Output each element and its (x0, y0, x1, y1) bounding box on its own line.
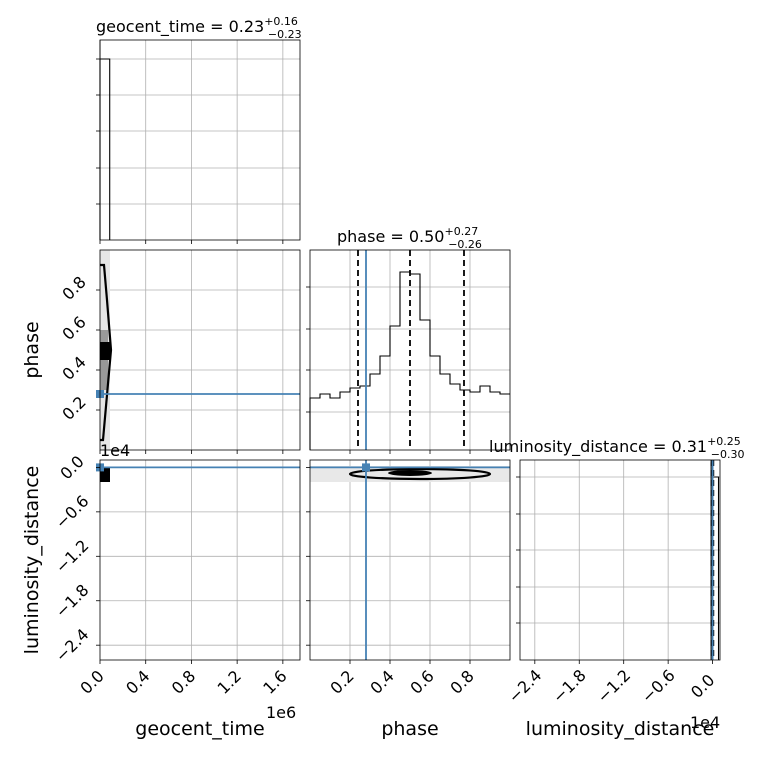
x-tick-label: 0.6 (406, 666, 437, 697)
title-luminosity_distance: luminosity_distance = 0.31+0.25 −0.30 (489, 435, 745, 461)
y-tick-label: −2.4 (52, 625, 93, 666)
panel-1-1 (306, 249, 511, 454)
density-core (100, 468, 110, 482)
y-tick-label: 0.6 (58, 312, 89, 343)
title-plus: +0.16 (264, 15, 298, 28)
x-tick-label: 0.4 (366, 666, 397, 697)
panel-2-0: 0.0−0.6−1.2−1.8−2.40.0 0.4 0.8 1.2 1.6 (52, 452, 301, 698)
y-axis-label: phase (21, 321, 43, 378)
x-tick-label: 0.8 (168, 666, 199, 697)
y-tick-label: −0.6 (52, 492, 93, 533)
density-core (388, 470, 432, 476)
x-axis-label: geocent_time (135, 718, 264, 740)
y-tick-label: 0.2 (58, 392, 89, 423)
x-tick-label: −1.2 (593, 666, 634, 707)
density-contour (100, 263, 113, 442)
x-axis-label: phase (381, 718, 438, 740)
offset-label: 1e4 (690, 713, 720, 732)
density-core (100, 342, 110, 360)
density-group (100, 466, 300, 482)
offset-label: 1e4 (100, 441, 130, 460)
panel-frame (309, 459, 511, 661)
y-tick-label: −1.8 (52, 580, 93, 621)
panel-frame (99, 39, 301, 241)
panel-frame (519, 459, 721, 661)
panel-frame (99, 459, 301, 661)
x-tick-label: −2.4 (504, 666, 545, 707)
density-contour (348, 467, 492, 481)
y-tick-label: 0.4 (58, 352, 89, 383)
panel-1-0: 0.2 0.4 0.6 0.8 (58, 249, 301, 454)
y-axis-label: luminosity_distance (21, 466, 43, 655)
density-group (100, 250, 300, 450)
x-tick-label: 0.4 (122, 666, 153, 697)
title-minus: −0.26 (448, 238, 482, 251)
x-tick-label: 0.8 (446, 666, 477, 697)
title-plus: +0.27 (444, 225, 478, 238)
title-minus: −0.30 (711, 448, 745, 461)
x-axis-label: luminosity_distance (526, 718, 715, 740)
x-tick-label: 1.6 (259, 666, 290, 697)
x-tick-label: 1.2 (214, 666, 245, 697)
title-phase: phase = 0.50+0.27 −0.26 (337, 225, 482, 251)
x-tick-label: 0.2 (326, 666, 357, 697)
y-tick-label: −1.2 (52, 536, 93, 577)
panel-frame (99, 249, 301, 451)
title-minus: −0.23 (268, 28, 302, 41)
title-geocent_time: geocent_time = 0.23+0.16 −0.23 (96, 15, 302, 41)
offset-label: 1e6 (266, 703, 296, 722)
panel-2-2: −2.4 −1.8 −1.2 −0.6 0.0 (504, 459, 721, 707)
truth-point (362, 463, 370, 472)
geocent-hist-bar (99, 58, 111, 240)
x-tick-label: −0.6 (638, 666, 679, 707)
panel-frame (309, 249, 511, 451)
density-group (310, 460, 510, 660)
title-plus: +0.25 (707, 435, 741, 448)
x-tick-label: 0.0 (76, 666, 107, 697)
panel-0-0 (96, 39, 301, 244)
y-tick-label: 0.0 (56, 452, 87, 483)
panel-2-1: 0.2 0.4 0.6 0.8 (306, 459, 511, 698)
x-tick-label: 0.0 (687, 670, 718, 701)
x-tick-label: −1.8 (549, 666, 590, 707)
y-tick-label: 0.8 (58, 272, 89, 303)
